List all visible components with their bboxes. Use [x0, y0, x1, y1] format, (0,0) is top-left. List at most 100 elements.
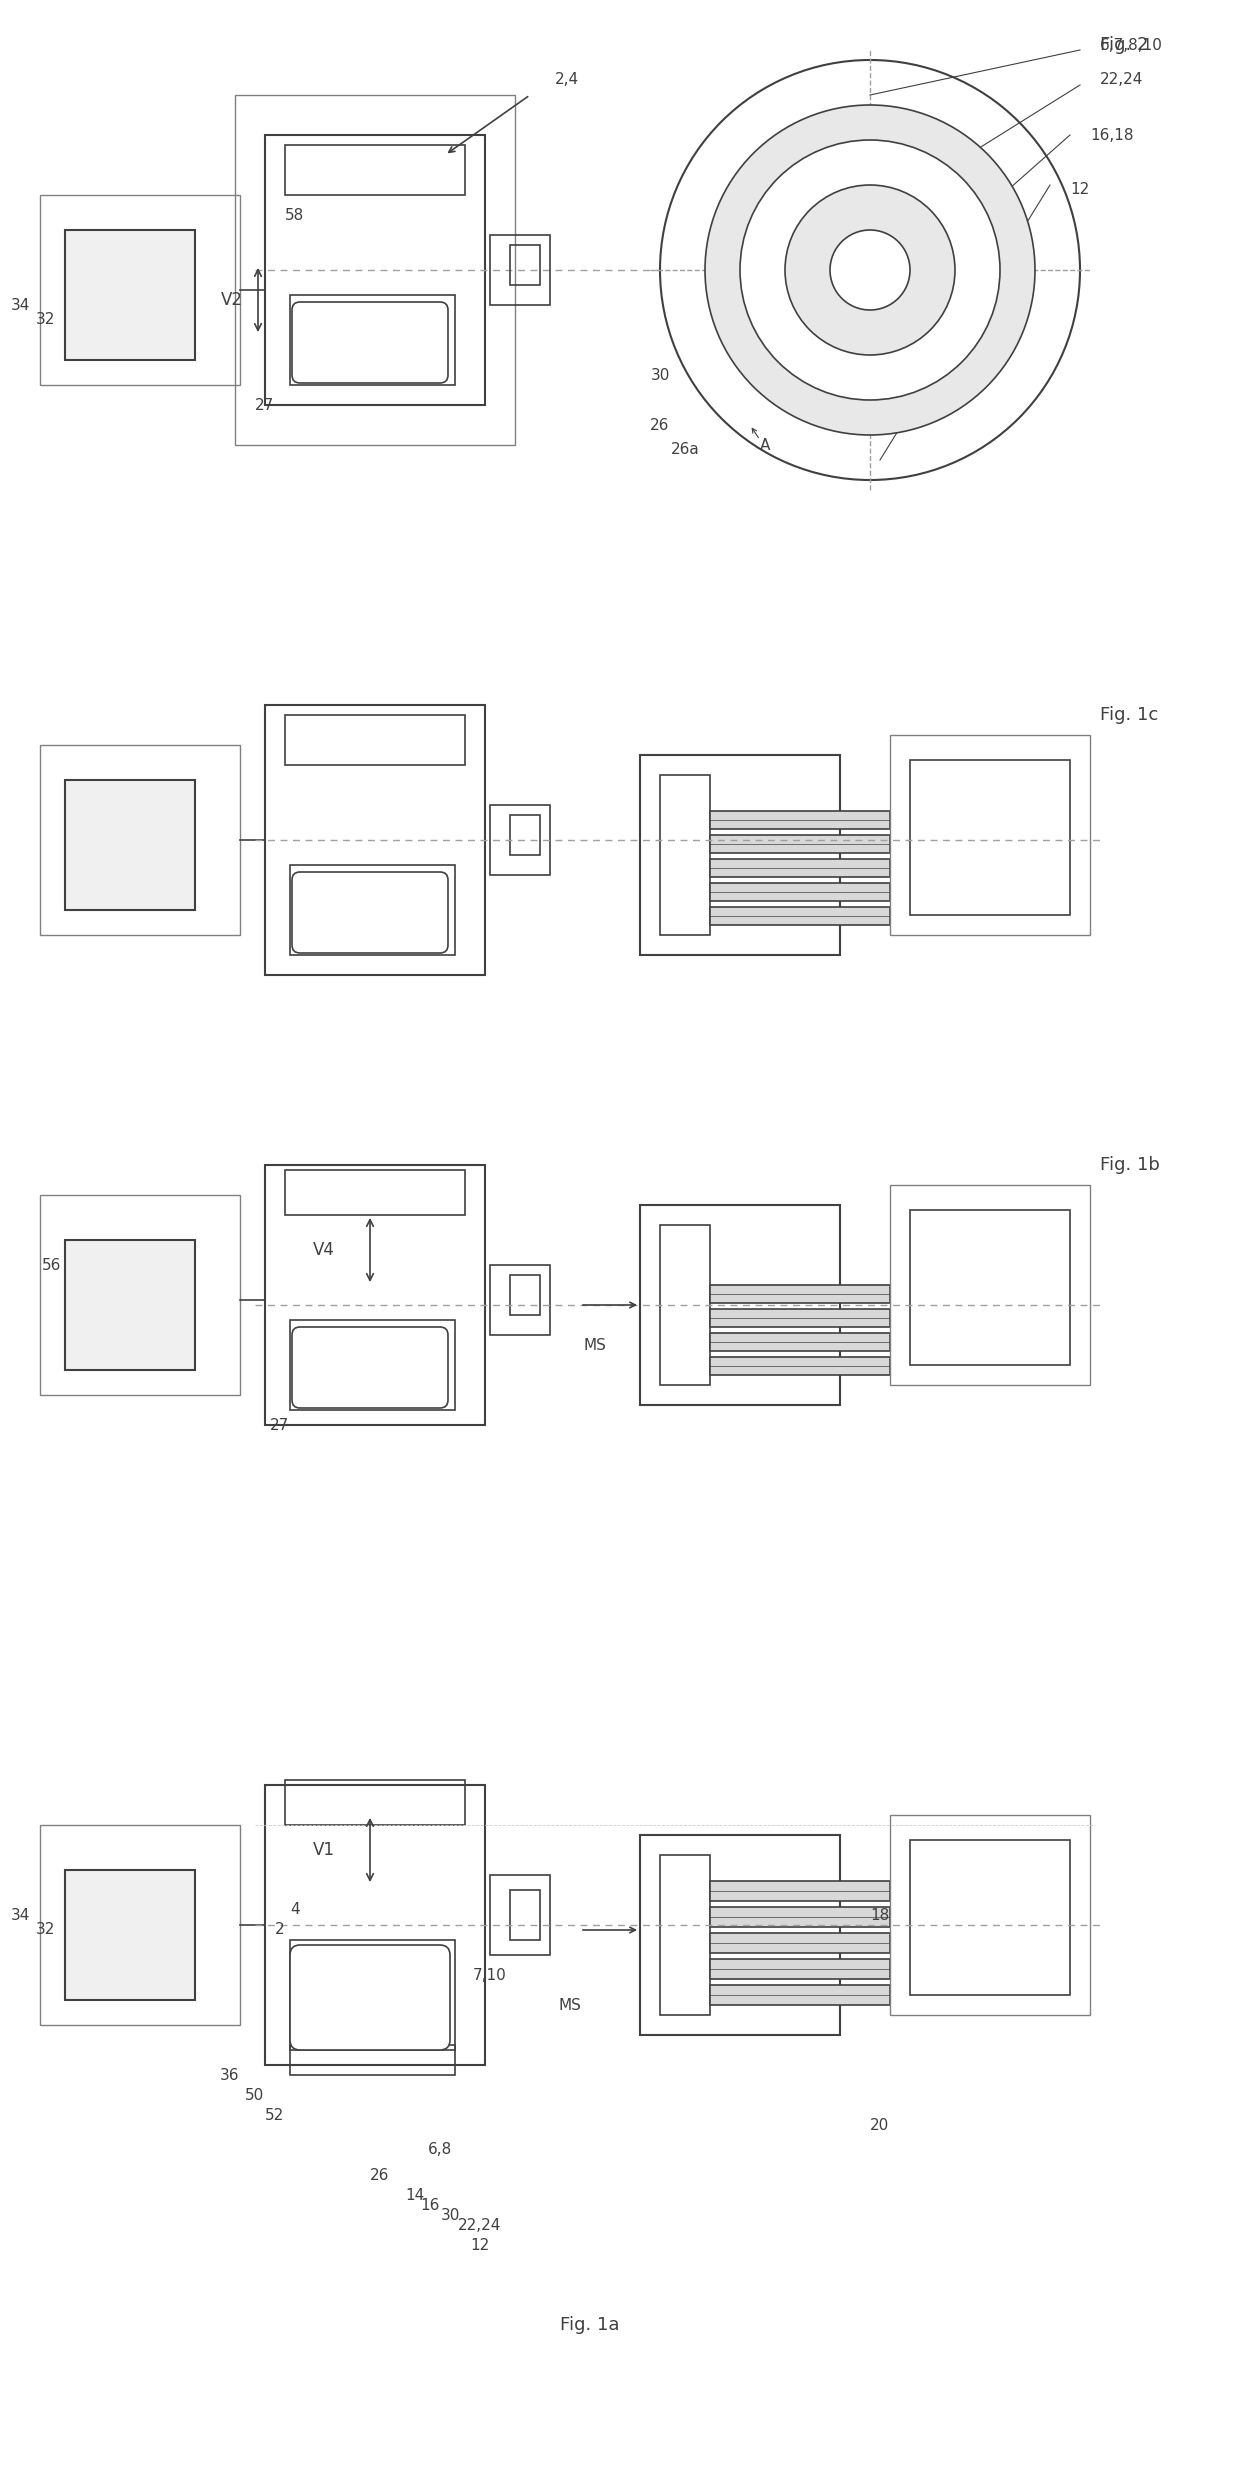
Text: 18: 18 — [870, 1908, 889, 1923]
Text: 30: 30 — [440, 2209, 460, 2223]
Text: MS: MS — [584, 1338, 606, 1353]
Bar — [910, 1839, 1070, 1994]
Bar — [265, 705, 485, 976]
Text: 26: 26 — [650, 417, 670, 431]
Text: 2,4: 2,4 — [556, 71, 579, 86]
Bar — [285, 715, 465, 764]
Text: A: A — [760, 436, 770, 454]
FancyBboxPatch shape — [291, 873, 448, 954]
Bar — [290, 1319, 455, 1410]
Bar — [236, 96, 515, 446]
Bar — [64, 779, 195, 910]
Text: 58: 58 — [285, 207, 304, 222]
Text: Fig. 1b: Fig. 1b — [1100, 1156, 1159, 1173]
Bar — [640, 1205, 839, 1405]
Circle shape — [785, 185, 955, 355]
Text: 52: 52 — [265, 2108, 285, 2122]
Text: 12: 12 — [470, 2238, 490, 2253]
Bar — [490, 234, 551, 306]
Bar — [711, 907, 890, 924]
Text: V1: V1 — [312, 1841, 335, 1859]
Bar — [285, 1171, 465, 1215]
FancyBboxPatch shape — [290, 1945, 450, 2051]
Bar — [265, 136, 485, 404]
Bar — [660, 774, 711, 934]
Bar — [290, 296, 455, 385]
Bar — [890, 1814, 1090, 2014]
Bar — [64, 1871, 195, 1999]
Text: 26a: 26a — [671, 444, 699, 458]
Bar — [711, 1309, 890, 1326]
Circle shape — [740, 141, 999, 399]
Text: 22,24: 22,24 — [1100, 71, 1143, 86]
Bar — [510, 1274, 539, 1314]
Text: 22,24: 22,24 — [459, 2218, 502, 2233]
Text: 32: 32 — [36, 313, 55, 328]
Text: Fig. 1a: Fig. 1a — [560, 2317, 620, 2334]
Bar — [490, 1876, 551, 1955]
Text: 16,18: 16,18 — [1090, 128, 1133, 143]
Bar — [640, 754, 839, 954]
Text: V4: V4 — [314, 1240, 335, 1260]
Bar — [660, 1856, 711, 2014]
Bar — [711, 1960, 890, 1979]
Bar — [890, 1186, 1090, 1385]
Bar — [711, 1284, 890, 1304]
Text: 6,7,8,10: 6,7,8,10 — [1100, 37, 1163, 52]
Bar — [490, 1265, 551, 1336]
Text: Fig. 1c: Fig. 1c — [1100, 705, 1158, 725]
Text: 50: 50 — [246, 2088, 264, 2103]
Bar — [711, 882, 890, 902]
Bar — [711, 1334, 890, 1351]
Text: 30: 30 — [650, 367, 670, 382]
FancyBboxPatch shape — [291, 303, 448, 382]
Bar — [711, 1984, 890, 2004]
Bar — [64, 1240, 195, 1371]
Text: 4: 4 — [290, 1903, 300, 1918]
FancyBboxPatch shape — [291, 1326, 448, 1408]
Text: V2: V2 — [221, 291, 243, 308]
Text: 56: 56 — [42, 1257, 61, 1272]
Bar — [711, 836, 890, 853]
Text: 2: 2 — [275, 1923, 285, 1937]
Text: Fig. 2: Fig. 2 — [1100, 37, 1148, 54]
Text: 36: 36 — [221, 2068, 239, 2083]
Text: 16: 16 — [420, 2196, 440, 2214]
Text: 34: 34 — [11, 298, 30, 313]
Bar — [285, 1780, 465, 1824]
Text: 34: 34 — [11, 1908, 30, 1923]
Text: 27: 27 — [270, 1417, 289, 1432]
Bar — [711, 1908, 890, 1928]
Circle shape — [830, 229, 910, 311]
Bar — [510, 244, 539, 286]
Bar — [290, 1940, 455, 2051]
Bar — [40, 195, 241, 385]
Text: 12: 12 — [1070, 182, 1089, 197]
Bar — [265, 1166, 485, 1425]
Text: 6,8: 6,8 — [428, 2142, 453, 2157]
Bar — [40, 1824, 241, 2026]
Bar — [290, 865, 455, 954]
Text: 20: 20 — [870, 2117, 889, 2132]
Bar — [711, 811, 890, 828]
Circle shape — [706, 106, 1035, 434]
Text: 27: 27 — [255, 397, 274, 412]
Bar — [40, 744, 241, 934]
Bar — [660, 1225, 711, 1385]
Bar — [265, 1785, 485, 2066]
Text: 14: 14 — [405, 2186, 424, 2204]
Bar — [711, 1933, 890, 1952]
Bar — [510, 816, 539, 855]
Bar — [910, 1210, 1070, 1366]
Bar — [711, 858, 890, 878]
Bar — [285, 145, 465, 195]
Bar — [711, 1881, 890, 1901]
Text: MS: MS — [558, 1997, 582, 2011]
Bar — [40, 1196, 241, 1395]
Bar — [490, 806, 551, 875]
Circle shape — [660, 59, 1080, 481]
Bar — [711, 1358, 890, 1375]
Bar — [290, 2046, 455, 2076]
Bar — [910, 759, 1070, 915]
Text: 32: 32 — [36, 1923, 55, 1937]
